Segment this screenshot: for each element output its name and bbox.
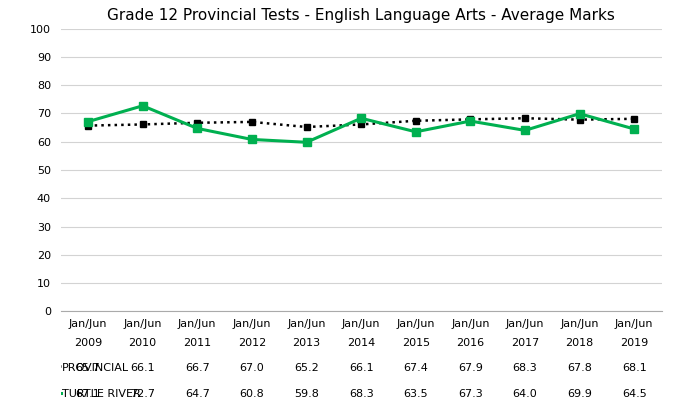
Text: 67.4: 67.4 [403,363,428,373]
TURTLE RIVER [576,111,584,116]
TURTLE RIVER [357,116,365,121]
Text: 2019: 2019 [620,338,648,348]
Text: Jan/Jun: Jan/Jun [615,319,653,328]
Text: 2013: 2013 [292,338,321,348]
Text: 2011: 2011 [183,338,211,348]
Text: 2016: 2016 [456,338,485,348]
Text: 2015: 2015 [402,338,430,348]
Text: 67.3: 67.3 [458,389,483,399]
PROVINCIAL [521,116,529,121]
Text: 68.1: 68.1 [622,363,647,373]
Text: 63.5: 63.5 [404,389,428,399]
TURTLE RIVER [138,103,146,108]
TURTLE RIVER [193,126,201,131]
Text: 64.5: 64.5 [622,389,647,399]
PROVINCIAL [357,122,365,127]
Text: 65.2: 65.2 [294,363,319,373]
Text: 69.9: 69.9 [567,389,592,399]
Text: 2012: 2012 [238,338,266,348]
Text: 66.1: 66.1 [349,363,373,373]
Text: 60.8: 60.8 [240,389,265,399]
Text: Jan/Jun: Jan/Jun [560,319,599,328]
Text: 64.0: 64.0 [512,389,537,399]
Text: 72.7: 72.7 [130,389,155,399]
Text: TURTLE RIVER: TURTLE RIVER [62,389,140,399]
Text: Jan/Jun: Jan/Jun [178,319,217,328]
PROVINCIAL [138,122,146,127]
PROVINCIAL [576,117,584,122]
Text: 67.1: 67.1 [76,389,101,399]
Text: 59.8: 59.8 [294,389,319,399]
Text: 2018: 2018 [566,338,594,348]
Text: Jan/Jun: Jan/Jun [342,319,381,328]
PROVINCIAL [302,124,311,129]
TURTLE RIVER [630,126,639,131]
Text: Jan/Jun: Jan/Jun [451,319,489,328]
TURTLE RIVER [302,140,311,145]
Text: 66.1: 66.1 [130,363,155,373]
Text: Jan/Jun: Jan/Jun [506,319,544,328]
Text: 2010: 2010 [129,338,157,348]
Text: 67.9: 67.9 [458,363,483,373]
Text: 2009: 2009 [74,338,102,348]
PROVINCIAL [630,116,639,121]
Line: TURTLE RIVER: TURTLE RIVER [84,102,639,146]
Text: 67.0: 67.0 [240,363,265,373]
Text: 2014: 2014 [347,338,375,348]
Text: Jan/Jun: Jan/Jun [233,319,271,328]
Text: Jan/Jun: Jan/Jun [124,319,162,328]
Text: 2017: 2017 [511,338,539,348]
Line: PROVINCIAL: PROVINCIAL [84,115,638,131]
PROVINCIAL [248,120,256,124]
TURTLE RIVER [248,137,256,142]
Text: 68.3: 68.3 [349,389,373,399]
TURTLE RIVER [412,129,420,134]
Text: 68.3: 68.3 [512,363,537,373]
PROVINCIAL [466,117,475,122]
Text: Jan/Jun: Jan/Jun [396,319,435,328]
Text: 64.7: 64.7 [185,389,210,399]
PROVINCIAL [412,118,420,123]
TURTLE RIVER [521,128,529,133]
Text: Jan/Jun: Jan/Jun [69,319,107,328]
Text: Jan/Jun: Jan/Jun [288,319,326,328]
Text: 67.8: 67.8 [567,363,592,373]
Title: Grade 12 Provincial Tests - English Language Arts - Average Marks: Grade 12 Provincial Tests - English Lang… [107,8,615,23]
Text: 65.7: 65.7 [76,363,101,373]
TURTLE RIVER [84,119,92,124]
TURTLE RIVER [466,119,475,124]
PROVINCIAL [193,120,201,125]
Text: 66.7: 66.7 [185,363,210,373]
PROVINCIAL [84,123,92,128]
Text: PROVINCIAL: PROVINCIAL [62,363,129,373]
